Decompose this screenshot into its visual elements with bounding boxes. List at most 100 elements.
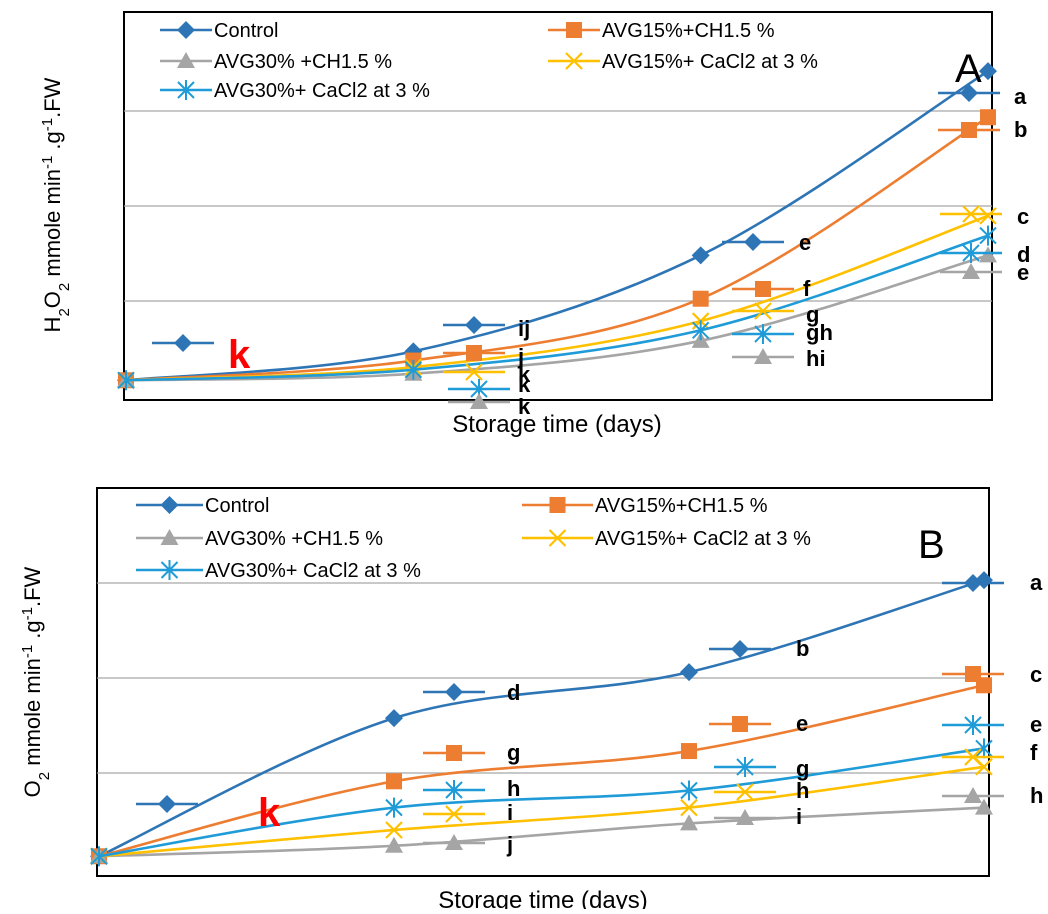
annotation-15: f	[942, 740, 1038, 766]
significance-label: c	[1030, 662, 1042, 687]
legend-label: AVG30% +CH1.5 %	[205, 528, 383, 550]
annotation-marker	[755, 281, 771, 297]
annotation-marker	[962, 205, 980, 223]
annotation-4: k	[443, 362, 531, 387]
annotation-marker	[964, 787, 982, 803]
annotation-3: j	[443, 344, 524, 369]
data-point	[385, 709, 403, 728]
significance-label: f	[803, 276, 811, 301]
annotation-3: g	[423, 740, 520, 765]
annotation-marker	[466, 345, 482, 361]
significance-label: f	[1030, 740, 1038, 765]
significance-label: hi	[806, 346, 826, 371]
x-axis-label: Storage time (days)	[452, 411, 661, 438]
series-5	[90, 738, 993, 867]
annotation-2: d	[423, 680, 520, 705]
legend-label: AVG15%+CH1.5 %	[602, 20, 775, 42]
annotation-marker	[445, 683, 463, 701]
annotation-marker	[754, 324, 772, 344]
legend-label: AVG30%+ CaCl2 at 3 %	[214, 80, 430, 102]
annotation-marker	[960, 84, 978, 102]
data-point	[385, 797, 403, 818]
significance-label: b	[1014, 117, 1027, 142]
legend-marker	[548, 529, 567, 547]
annotation-13: b	[938, 117, 1027, 142]
annotation-2: ij	[443, 316, 530, 341]
annotation-marker	[962, 243, 980, 263]
data-point	[385, 836, 403, 853]
series-line	[98, 765, 985, 858]
annotation-marker	[744, 233, 762, 251]
series-5	[117, 225, 997, 391]
data-point	[979, 62, 997, 81]
significance-label: k	[518, 362, 531, 387]
annotation-6: j	[423, 832, 513, 857]
annotation-9: g	[732, 302, 819, 327]
significance-label: g	[806, 302, 819, 327]
panel-letter: B	[918, 523, 945, 567]
legend-item: AVG15%+ CaCl2 at 3 %	[522, 528, 811, 550]
series-line	[125, 116, 989, 382]
data-point	[117, 370, 135, 391]
significance-label: b	[796, 636, 809, 661]
annotation-marker	[445, 805, 463, 823]
legend-item: AVG30%+ CaCl2 at 3 %	[160, 80, 430, 102]
annotation-marker	[736, 757, 754, 777]
legend-item: AVG30% +CH1.5 %	[160, 51, 392, 73]
data-point	[975, 738, 993, 759]
significance-label: h	[796, 778, 809, 803]
series-line	[125, 254, 989, 382]
series-line	[125, 234, 989, 382]
legend-marker	[160, 496, 179, 514]
data-point	[680, 814, 698, 831]
legend-item: AVG15%+CH1.5 %	[548, 20, 775, 42]
legend-marker	[566, 22, 582, 38]
annotation-marker	[962, 263, 980, 279]
annotation-7: b	[709, 636, 809, 661]
panel-letter: A	[955, 47, 982, 91]
annotation-marker	[736, 809, 754, 825]
data-point	[680, 798, 698, 817]
annotation-marker	[174, 334, 192, 352]
series-line	[98, 578, 985, 858]
series-line	[98, 747, 985, 858]
annotation-11: hi	[732, 346, 826, 371]
data-point	[385, 821, 403, 839]
legend-item: Control	[136, 495, 269, 517]
legend-item: AVG30% +CH1.5 %	[136, 528, 383, 550]
legend-label: AVG15%+CH1.5 %	[595, 495, 768, 517]
significance-label: g	[796, 756, 809, 781]
significance-label: e	[799, 230, 811, 255]
annotation-marker	[736, 783, 754, 801]
annotation-marker	[465, 363, 483, 381]
y-axis-label: O2 mmole min-1 .g-1.FW	[19, 566, 53, 797]
significance-label: e	[796, 711, 808, 736]
data-point	[681, 743, 697, 760]
annotation-13: c	[942, 662, 1042, 687]
data-point	[691, 246, 710, 265]
data-point	[680, 780, 698, 801]
legend-marker	[160, 529, 179, 545]
series-3	[90, 798, 993, 864]
data-point	[979, 246, 997, 263]
significance-label: gh	[806, 320, 833, 345]
legend-marker	[177, 21, 195, 39]
annotation-11: i	[714, 804, 802, 829]
legend-marker	[549, 497, 566, 513]
series-line	[98, 806, 985, 858]
significance-label: ij	[518, 316, 530, 341]
annotation-marker	[731, 640, 749, 658]
significance-label: j	[517, 344, 524, 369]
annotation-6: k	[448, 393, 531, 419]
annotation-10: gh	[732, 320, 833, 345]
annotation-marker	[964, 574, 982, 592]
data-point	[90, 846, 108, 867]
series-line	[125, 70, 989, 382]
significance-label: e	[1017, 260, 1029, 285]
legend-label: AVG30%+ CaCl2 at 3 %	[205, 560, 421, 582]
annotation-1: k	[136, 791, 281, 835]
annotation-9: g	[714, 756, 809, 781]
